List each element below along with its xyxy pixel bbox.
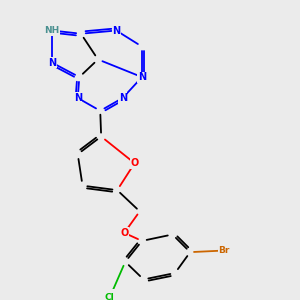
Text: Br: Br — [218, 246, 230, 255]
Text: NH: NH — [44, 26, 60, 35]
Text: N: N — [118, 93, 127, 103]
Text: O: O — [130, 158, 139, 168]
Text: N: N — [74, 93, 82, 103]
Text: N: N — [48, 58, 56, 68]
Text: N: N — [138, 72, 146, 82]
Text: O: O — [120, 228, 128, 238]
Text: Cl: Cl — [105, 292, 115, 300]
Text: N: N — [112, 26, 120, 35]
